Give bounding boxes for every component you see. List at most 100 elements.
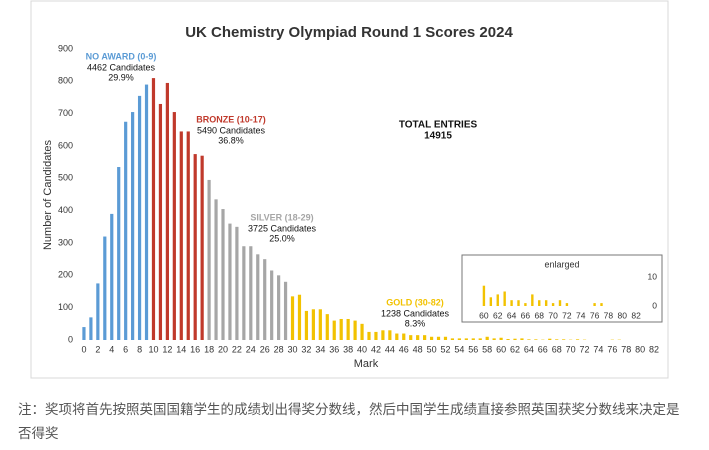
bar	[304, 310, 309, 340]
bar	[482, 285, 486, 306]
bar	[544, 300, 548, 306]
x-tick-label: 36	[329, 344, 339, 354]
bar	[82, 327, 86, 340]
x-tick-label: 6	[123, 344, 128, 354]
bar	[575, 339, 580, 340]
bar	[339, 318, 343, 340]
bar	[137, 95, 142, 340]
series-candidates: 5490 Candidates	[197, 125, 266, 135]
x-tick-label: 42	[371, 344, 381, 354]
x-tick-label: 14	[176, 344, 186, 354]
series-label: GOLD (30-82)	[386, 297, 444, 307]
x-tick-label: 50	[427, 344, 437, 354]
x-tick-label: 56	[468, 344, 478, 354]
bar	[318, 309, 322, 340]
bar	[374, 331, 378, 340]
y-tick-label: 10	[648, 271, 658, 281]
series-share: 29.9%	[108, 72, 134, 82]
bar	[103, 236, 107, 340]
bar	[151, 78, 156, 340]
x-tick-label: 22	[232, 344, 242, 354]
bar	[186, 131, 190, 340]
x-tick-label: 20	[218, 344, 228, 354]
bar	[346, 318, 350, 340]
y-tick-label: 0	[68, 334, 73, 344]
bar	[172, 112, 176, 340]
bar	[551, 303, 555, 306]
bar	[360, 323, 364, 340]
series-share: 8.3%	[405, 318, 426, 328]
x-tick-label: 26	[260, 344, 270, 354]
series-candidates: 1238 Candidates	[381, 308, 450, 318]
y-tick-label: 100	[58, 302, 73, 312]
x-tick-label: 48	[413, 344, 423, 354]
bar	[457, 338, 461, 340]
x-tick-label: 70	[548, 310, 558, 320]
x-tick-label: 58	[482, 344, 492, 354]
x-tick-label: 80	[635, 344, 645, 354]
bar	[235, 226, 239, 340]
inset-frame	[461, 254, 663, 323]
caption: 注：奖项将首先按照英国国籍学生的成绩划出得奖分数线，然后中国学生成绩直接参照英国…	[18, 402, 680, 442]
x-tick-label: 62	[493, 310, 503, 320]
x-tick-label: 72	[562, 310, 572, 320]
bar	[562, 339, 566, 340]
x-tick-label: 64	[524, 344, 534, 354]
bar	[353, 320, 357, 340]
y-tick-label: 300	[58, 237, 73, 247]
bar	[325, 314, 329, 340]
bar	[538, 300, 541, 306]
x-tick-label: 34	[315, 344, 325, 354]
x-tick-label: 32	[301, 344, 311, 354]
x-tick-label: 46	[399, 344, 409, 354]
x-tick-label: 38	[343, 344, 353, 354]
bar	[395, 333, 399, 340]
x-tick-label: 64	[507, 310, 517, 320]
chart: UK Chemistry Olympiad Round 1 Scores 202…	[30, 0, 669, 379]
bar	[423, 335, 427, 340]
bar	[555, 339, 559, 340]
y-axis-title: Number of Candidates	[42, 139, 54, 250]
bar	[510, 300, 513, 306]
x-tick-label: 60	[479, 310, 489, 320]
bar	[524, 303, 527, 306]
bar	[464, 338, 468, 340]
bar	[193, 154, 197, 340]
x-tick-label: 16	[190, 344, 200, 354]
bar	[450, 338, 455, 340]
bar	[117, 167, 121, 340]
bar	[489, 297, 493, 306]
y-tick-label: 900	[58, 43, 73, 53]
bar	[593, 303, 596, 306]
bar	[402, 333, 406, 340]
bar	[110, 213, 114, 340]
x-tick-label: 10	[148, 344, 158, 354]
inset-title: enlarged	[544, 259, 579, 269]
bar	[277, 275, 281, 340]
bar	[311, 309, 315, 340]
bar	[89, 317, 93, 340]
bar	[96, 283, 100, 340]
bar	[534, 339, 538, 340]
x-tick-label: 60	[496, 344, 506, 354]
x-tick-label: 18	[204, 344, 214, 354]
x-tick-label: 4	[109, 344, 114, 354]
x-tick-label: 78	[621, 344, 631, 354]
bar	[207, 179, 211, 340]
x-tick-label: 68	[535, 310, 545, 320]
series-share: 25.0%	[269, 233, 295, 243]
y-tick-label: 200	[58, 270, 73, 280]
x-tick-label: 54	[454, 344, 464, 354]
y-tick-label: 700	[58, 108, 73, 118]
series-share: 36.8%	[218, 135, 244, 145]
y-tick-label: 500	[58, 173, 73, 183]
y-tick-label: 400	[58, 205, 73, 215]
x-axis-title: Mark	[354, 358, 379, 370]
series-label: NO AWARD (0-9)	[86, 51, 157, 61]
bar	[416, 335, 420, 340]
x-tick-label: 0	[81, 344, 86, 354]
x-tick-label: 30	[288, 344, 298, 354]
x-tick-label: 82	[631, 310, 641, 320]
x-tick-label: 44	[385, 344, 395, 354]
bar	[290, 296, 295, 340]
